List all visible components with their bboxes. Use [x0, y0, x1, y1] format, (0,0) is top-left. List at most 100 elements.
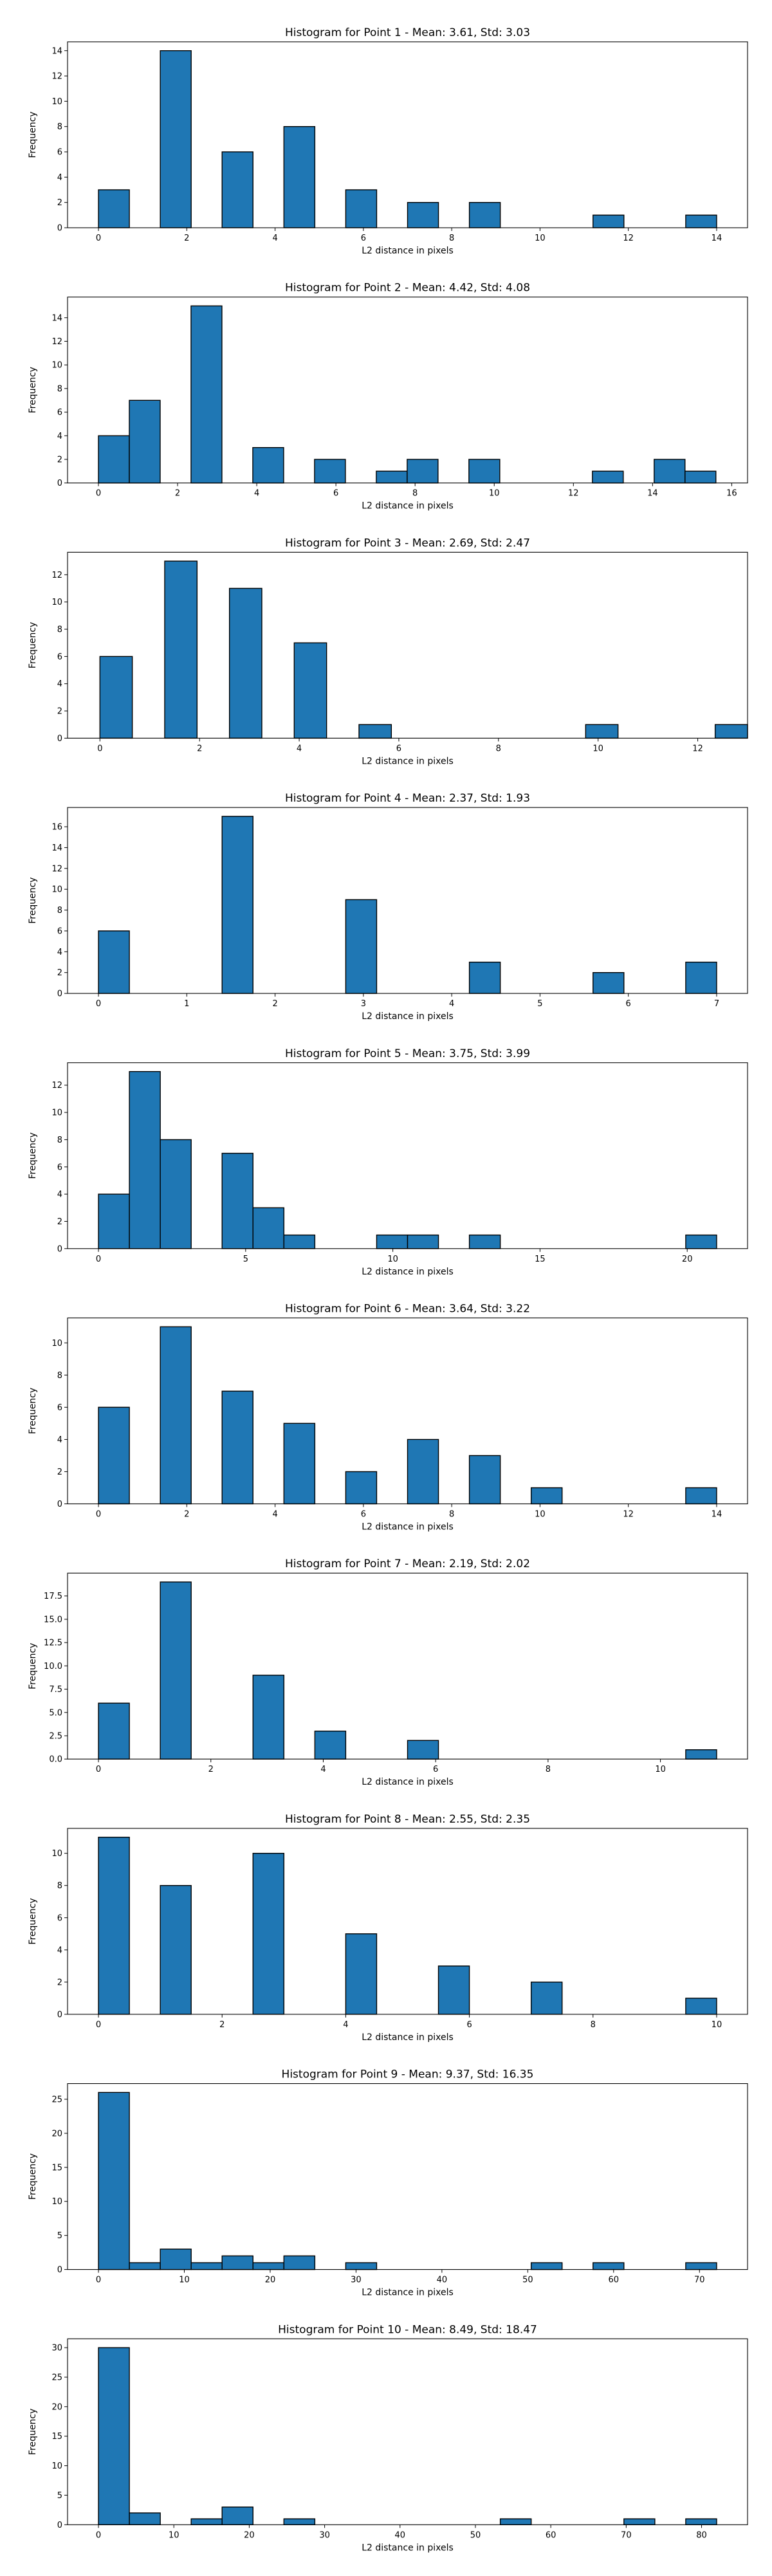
- y-tick-label: 16: [51, 823, 62, 833]
- histogram-bar: [252, 1675, 285, 1760]
- y-tick-label: 12: [51, 571, 62, 580]
- y-tick-label: 2: [57, 968, 62, 978]
- x-tick-label: 0: [96, 2530, 101, 2540]
- y-tick-label: 4: [57, 1946, 62, 1955]
- y-tick-label: 10: [51, 2197, 62, 2207]
- y-tick-label: 10: [51, 2461, 62, 2471]
- histogram-bar: [358, 724, 392, 739]
- y-tick-label: 14: [51, 843, 62, 853]
- y-tick-label: 12: [51, 1081, 62, 1090]
- histogram-bar: [98, 1702, 130, 1760]
- y-tick-label: 5.0: [49, 1708, 62, 1718]
- chart-title: Histogram for Point 8 - Mean: 2.55, Std:…: [285, 1813, 530, 1826]
- y-tick-label: 5: [57, 2491, 62, 2501]
- histogram-bar: [221, 151, 253, 228]
- y-tick-label: 10: [51, 1849, 62, 1859]
- chart-panel: Histogram for Point 5 - Mean: 3.75, Std:…: [28, 1047, 748, 1277]
- y-tick-label: 6: [57, 408, 62, 418]
- histogram-bar: [98, 189, 130, 228]
- y-tick-label: 10: [51, 1109, 62, 1118]
- y-tick-label: 2: [57, 1978, 62, 1987]
- x-axis-label: L2 distance in pixels: [362, 1522, 454, 1532]
- x-tick-label: 8: [449, 1510, 454, 1520]
- x-axis-label: L2 distance in pixels: [362, 2032, 454, 2043]
- histogram-bar: [585, 724, 619, 739]
- x-tick-label: 1: [184, 999, 189, 1009]
- x-tick-label: 5: [243, 1255, 248, 1264]
- y-tick-label: 4: [57, 432, 62, 441]
- x-tick-label: 40: [437, 2276, 448, 2285]
- x-tick-label: 3: [361, 999, 366, 1009]
- x-tick-label: 0: [96, 489, 101, 499]
- axes-frame: [67, 297, 748, 484]
- x-tick-label: 10: [712, 2020, 722, 2030]
- y-tick-label: 2: [57, 455, 62, 465]
- chart-title: Histogram for Point 5 - Mean: 3.75, Std:…: [285, 1047, 530, 1060]
- y-tick-label: 4: [57, 1190, 62, 1200]
- y-tick-label: 12.5: [44, 1639, 62, 1648]
- x-tick-label: 60: [609, 2276, 620, 2285]
- axes-frame: [67, 2083, 748, 2270]
- histogram-bar: [468, 201, 501, 228]
- histogram-bar: [468, 459, 501, 484]
- chart-title: Histogram for Point 1 - Mean: 3.61, Std:…: [285, 26, 530, 39]
- y-axis-label: Frequency: [28, 367, 38, 413]
- x-tick-label: 30: [351, 2276, 362, 2285]
- y-tick-label: 15: [51, 2432, 62, 2442]
- x-tick-label: 8: [496, 744, 501, 753]
- histogram-bar: [592, 470, 624, 484]
- axes-frame: [67, 807, 748, 994]
- axes-frame: [67, 1062, 748, 1249]
- chart-title: Histogram for Point 3 - Mean: 2.69, Std:…: [285, 537, 530, 549]
- x-tick-label: 0: [96, 1255, 101, 1264]
- chart-title: Histogram for Point 6 - Mean: 3.64, Std:…: [285, 1303, 530, 1316]
- x-axis-label: L2 distance in pixels: [362, 1267, 454, 1277]
- y-tick-label: 0: [57, 2265, 62, 2275]
- x-tick-label: 10: [535, 1510, 546, 1520]
- y-tick-label: 4: [57, 1435, 62, 1445]
- y-tick-label: 6: [57, 1163, 62, 1172]
- x-tick-label: 14: [647, 489, 658, 499]
- chart-panel: Histogram for Point 6 - Mean: 3.64, Std:…: [28, 1303, 748, 1532]
- x-tick-label: 8: [546, 1765, 551, 1774]
- x-tick-label: 6: [361, 234, 366, 243]
- y-tick-label: 25: [51, 2373, 62, 2382]
- y-tick-label: 7.5: [49, 1685, 62, 1695]
- x-axis-label: L2 distance in pixels: [362, 246, 454, 256]
- histogram-bar: [252, 1852, 285, 2015]
- x-tick-label: 10: [387, 1255, 398, 1264]
- x-tick-label: 8: [449, 234, 454, 243]
- x-tick-label: 0: [97, 744, 102, 753]
- histogram-bar: [345, 189, 378, 228]
- histogram-bar: [314, 1731, 347, 1760]
- x-axis-label: L2 distance in pixels: [362, 2543, 454, 2553]
- y-tick-label: 2.5: [49, 1731, 62, 1741]
- histogram-bar: [221, 2255, 253, 2270]
- chart-panel: Histogram for Point 10 - Mean: 8.49, Std…: [28, 2323, 748, 2553]
- y-tick-label: 2: [57, 198, 62, 208]
- x-tick-label: 5: [537, 999, 542, 1009]
- chart-panel: Histogram for Point 3 - Mean: 2.69, Std:…: [28, 537, 748, 766]
- x-tick-label: 6: [333, 489, 338, 499]
- x-tick-label: 4: [320, 1765, 326, 1774]
- x-tick-label: 6: [626, 999, 631, 1009]
- x-tick-label: 14: [712, 1510, 722, 1520]
- x-tick-label: 8: [591, 2020, 596, 2030]
- histogram-bar: [252, 2262, 285, 2270]
- chart-panel: Histogram for Point 2 - Mean: 4.42, Std:…: [28, 282, 748, 511]
- histogram-bar: [283, 1234, 316, 1249]
- histogram-bar: [252, 446, 284, 484]
- histogram-bar: [314, 459, 346, 484]
- histogram-bar: [283, 2255, 316, 2270]
- chart-title: Histogram for Point 2 - Mean: 4.42, Std:…: [285, 282, 530, 295]
- y-tick-label: 2: [57, 1467, 62, 1477]
- y-tick-label: 0: [57, 2010, 62, 2019]
- histogram-bar: [190, 2262, 223, 2270]
- y-tick-label: 15: [51, 2163, 62, 2173]
- histogram-bar: [593, 2262, 625, 2270]
- y-tick-label: 10: [51, 885, 62, 895]
- y-axis-label: Frequency: [28, 2409, 38, 2455]
- x-tick-label: 10: [179, 2276, 190, 2285]
- chart-panel: Histogram for Point 7 - Mean: 2.19, Std:…: [28, 1558, 748, 1787]
- axes-frame: [67, 41, 748, 228]
